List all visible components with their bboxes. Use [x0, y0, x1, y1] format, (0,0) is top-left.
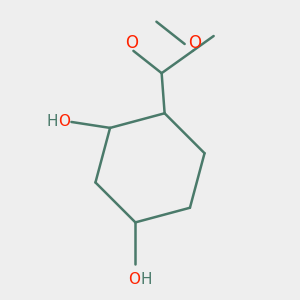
Text: O: O — [128, 272, 140, 287]
Text: O: O — [125, 34, 138, 52]
Text: O: O — [58, 115, 70, 130]
Text: H: H — [46, 115, 58, 130]
Text: H: H — [141, 272, 152, 287]
Text: O: O — [188, 34, 201, 52]
